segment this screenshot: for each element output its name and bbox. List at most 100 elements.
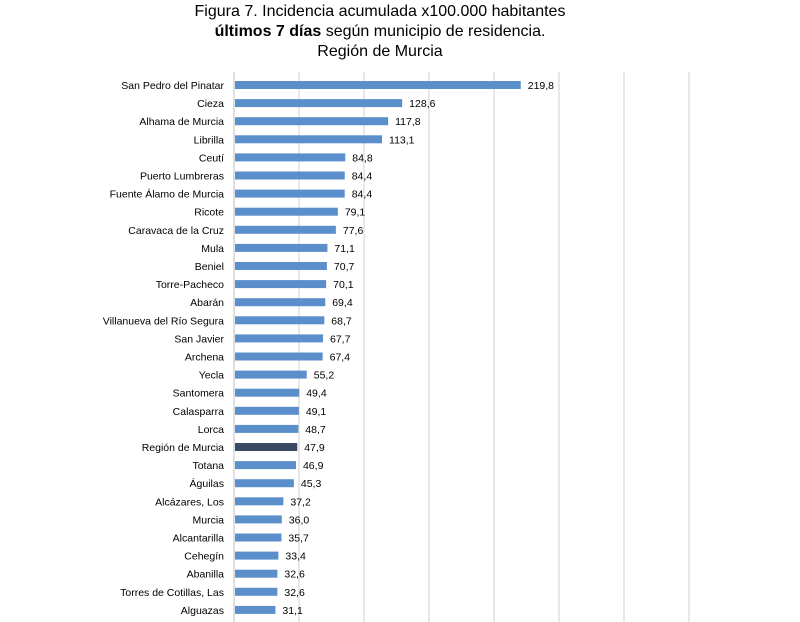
- value-label: 36,0: [289, 514, 310, 526]
- category-label: Puerto Lumbreras: [140, 171, 224, 183]
- value-label: 47,9: [304, 442, 325, 454]
- value-label: 49,4: [306, 388, 327, 400]
- category-label: Totana: [192, 460, 224, 472]
- value-label: 113,1: [389, 134, 415, 146]
- value-label: 55,2: [314, 370, 335, 382]
- value-label: 84,4: [352, 189, 373, 201]
- category-label: Calasparra: [173, 406, 225, 418]
- value-label: 32,6: [284, 569, 305, 581]
- value-label: 49,1: [306, 406, 327, 418]
- bar-highlight: [235, 443, 298, 451]
- bar: [235, 207, 338, 216]
- category-label: Lorca: [198, 424, 224, 436]
- bar: [235, 406, 299, 415]
- bar: [235, 551, 279, 560]
- bar: [235, 334, 324, 343]
- value-label: 117,8: [395, 116, 421, 128]
- category-label: Fuente Álamo de Murcia: [110, 188, 225, 201]
- value-label: 70,1: [333, 279, 354, 291]
- category-label: Murcia: [192, 514, 224, 526]
- value-label: 219,8: [528, 80, 554, 92]
- value-label: 37,2: [290, 496, 311, 508]
- value-label: 35,7: [288, 533, 309, 545]
- bar: [235, 189, 345, 198]
- bar: [235, 388, 300, 397]
- value-label: 68,7: [331, 315, 352, 327]
- bar: [235, 262, 327, 270]
- category-label: Cehegín: [184, 551, 224, 563]
- value-label: 128,6: [409, 98, 435, 110]
- category-label: Cieza: [197, 98, 224, 110]
- value-labels: 219,8 128,6 117,8 113,1 84,8 84,4 84,4 79,1 77,6…: [282, 80, 554, 617]
- bar: [235, 225, 336, 234]
- category-label: Alguazas: [181, 605, 224, 617]
- category-label: Alhama de Murcia: [139, 116, 224, 128]
- category-label: Alcantarilla: [173, 533, 225, 545]
- bar: [235, 587, 278, 596]
- title-bold-period: últimos 7 días: [214, 23, 322, 40]
- value-label: 67,4: [330, 352, 351, 364]
- bar: [235, 352, 323, 361]
- category-label: Abanilla: [187, 569, 225, 581]
- category-label: Caravaca de la Cruz: [128, 225, 224, 237]
- category-label: Águilas: [190, 477, 224, 490]
- value-label: 48,7: [305, 424, 326, 436]
- category-label: Archena: [185, 352, 224, 364]
- bar: [235, 316, 325, 325]
- category-label: Región de Murcia: [142, 442, 224, 454]
- category-label: Villanueva del Río Segura: [103, 315, 224, 327]
- category-label: San Pedro del Pinatar: [121, 80, 224, 92]
- category-label: Santomera: [173, 388, 225, 400]
- value-label: 31,1: [282, 605, 303, 617]
- category-label: Yecla: [199, 370, 224, 382]
- title-line-1: Figura 7. Incidencia acumulada x100.000 …: [194, 3, 566, 20]
- bar: [235, 298, 326, 307]
- bar: [235, 370, 307, 379]
- value-label: 45,3: [301, 478, 322, 490]
- chart-title: Figura 7. Incidencia acumulada x100.000 …: [0, 2, 760, 62]
- category-label: Torres de Cotillas, Las: [120, 587, 224, 599]
- value-label: 69,4: [332, 297, 353, 309]
- value-label: 77,6: [343, 225, 364, 237]
- bar: [235, 117, 389, 126]
- value-label: 67,7: [330, 333, 351, 345]
- category-label: Beniel: [195, 261, 224, 273]
- value-label: 33,4: [285, 551, 306, 563]
- bar: [235, 424, 299, 433]
- bar: [235, 479, 294, 488]
- category-label: Ceutí: [199, 152, 224, 164]
- category-label: Ricote: [194, 207, 224, 219]
- value-label: 70,7: [334, 261, 355, 273]
- value-label: 71,1: [334, 243, 355, 255]
- bar: [235, 533, 282, 542]
- bar: [235, 515, 282, 524]
- title-line-3: Región de Murcia: [317, 43, 443, 60]
- value-label: 46,9: [303, 460, 324, 472]
- title-line-2: últimos 7 días según municipio de reside…: [0, 22, 760, 42]
- category-label: Alcázares, Los: [155, 496, 224, 508]
- bars: [235, 81, 521, 614]
- value-label: 84,8: [352, 152, 373, 164]
- category-label: Mula: [201, 243, 224, 255]
- bar: [235, 280, 327, 289]
- bar: [235, 461, 296, 470]
- bar: [235, 171, 345, 180]
- category-labels: San Pedro del Pinatar Cieza Alhama de Murc…: [103, 80, 225, 617]
- category-label: Torre-Pacheco: [156, 279, 224, 291]
- category-label: San Javier: [174, 333, 224, 345]
- bar: [235, 497, 284, 506]
- title-rest: según municipio de residencia.: [321, 23, 546, 40]
- bar: [235, 81, 521, 89]
- bar: [235, 135, 383, 144]
- value-label: 32,6: [284, 587, 305, 599]
- value-label: 84,4: [352, 171, 373, 183]
- category-label: Abarán: [190, 297, 224, 309]
- bar: [235, 569, 278, 578]
- bar: [235, 243, 328, 252]
- bar: [235, 605, 276, 614]
- value-label: 79,1: [345, 207, 366, 219]
- bar: [235, 153, 346, 162]
- bar: [235, 99, 403, 108]
- category-label: Librilla: [194, 134, 225, 146]
